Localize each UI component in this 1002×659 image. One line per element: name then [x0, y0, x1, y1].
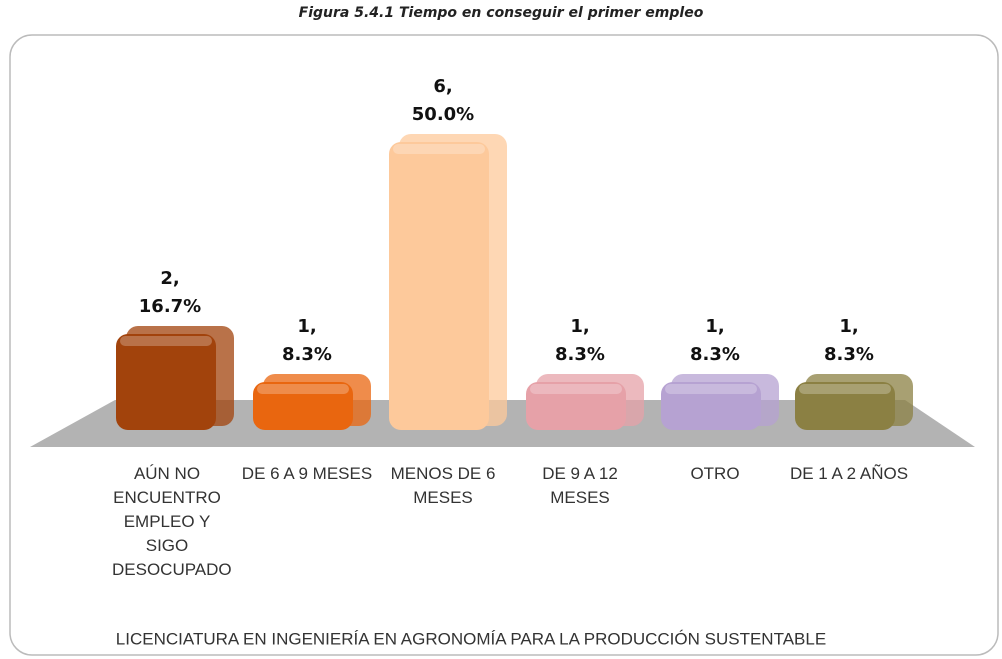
- data-label: 2,: [160, 268, 179, 289]
- x-tick-label: AÚN NO ENCUENTRO EMPLEO Y SIGO DESOCUPAD…: [112, 464, 232, 579]
- x-tick-label: OTRO: [690, 464, 740, 483]
- data-label: 1,: [570, 316, 589, 337]
- x-tick-label: DE 9 A 12 MESES: [542, 464, 618, 507]
- bar-front: [526, 382, 626, 430]
- x-tick-label: MENOS DE 6 MESES: [390, 464, 496, 507]
- data-label: 1,: [297, 316, 316, 337]
- data-label: 8.3%: [690, 344, 740, 365]
- bar-front: [661, 382, 761, 430]
- bar-highlight: [665, 384, 757, 394]
- bar: [526, 374, 644, 430]
- bar-front: [389, 142, 489, 430]
- data-label: 1,: [705, 316, 724, 337]
- data-label: 50.0%: [412, 104, 474, 125]
- bar-highlight: [799, 384, 891, 394]
- bar: [795, 374, 913, 430]
- data-label: 8.3%: [555, 344, 605, 365]
- data-label: 1,: [839, 316, 858, 337]
- bar: [389, 134, 507, 430]
- data-label: 16.7%: [139, 296, 201, 317]
- bar: [661, 374, 779, 430]
- bar: [116, 326, 234, 430]
- bar-front: [795, 382, 895, 430]
- title-background: [300, 2, 720, 24]
- bar-front: [116, 334, 216, 430]
- data-label: 8.3%: [824, 344, 874, 365]
- x-tick-label: DE 6 A 9 MESES: [241, 464, 373, 483]
- bar-highlight: [120, 336, 212, 346]
- subtitle: LICENCIATURA EN INGENIERÍA EN AGRONOMÍA …: [116, 629, 826, 648]
- data-label: 8.3%: [282, 344, 332, 365]
- x-tick-label: DE 1 A 2 AÑOS: [789, 464, 909, 483]
- bar-front: [253, 382, 353, 430]
- chart-title: Figura 5.4.1 Tiempo en conseguir el prim…: [299, 5, 704, 21]
- bar-highlight: [257, 384, 349, 394]
- bar-highlight: [393, 144, 485, 154]
- bar: [253, 374, 371, 430]
- bar-highlight: [530, 384, 622, 394]
- data-label: 6,: [433, 76, 452, 97]
